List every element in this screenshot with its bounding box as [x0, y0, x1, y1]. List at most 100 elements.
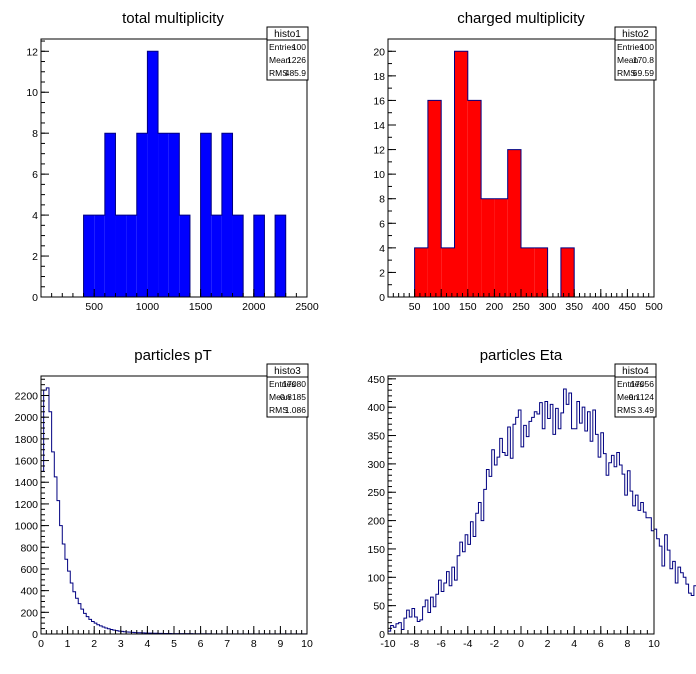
stats-key: Mean: [617, 392, 639, 402]
histogram-bar: [232, 215, 244, 297]
stats-box-name: histo3: [274, 366, 301, 377]
plot-frame: [40, 38, 308, 298]
x-tick-label: 6: [598, 638, 604, 650]
x-tick-label: 350: [565, 301, 583, 313]
x-tick-label: 9: [277, 638, 283, 650]
y-tick-label: 14: [373, 120, 385, 132]
histogram-bar: [126, 215, 137, 297]
x-tick-label: 200: [486, 301, 504, 313]
histogram-bar: [83, 215, 95, 297]
y-tick-label: 4: [32, 210, 38, 222]
stats-key: Entries: [617, 379, 643, 389]
histogram-bar: [481, 198, 495, 297]
x-tick-label: 10: [648, 638, 660, 650]
y-tick-label: 4: [379, 243, 385, 255]
stats-value: 1226: [287, 55, 306, 65]
x-tick-label: 7: [224, 638, 230, 650]
stats-box-name: histo2: [622, 29, 649, 40]
chart-pad-1: total multiplicity 500 1000 1500 2000 2500 0 2 4…: [26, 10, 319, 313]
x-tick-label: 50: [409, 301, 421, 313]
stats-box-name: histo1: [274, 29, 301, 40]
x-tick-label: 100: [432, 301, 450, 313]
stats-key: Entries: [269, 42, 295, 52]
chart-pad-3: particles pT 0 1 2 3 4 5 6 7 8 9 10 0 200 400 600 800 100…: [15, 347, 313, 650]
y-tick-label: 1200: [15, 499, 39, 511]
y-tick-label: 2000: [15, 412, 39, 424]
x-tick-label: 500: [85, 301, 103, 313]
chart-title: particles Eta: [480, 347, 563, 364]
y-tick-label: 12: [373, 145, 385, 157]
y-tick-label: 200: [20, 607, 38, 619]
x-tick-label: 1500: [189, 301, 213, 313]
histogram-bar: [211, 215, 222, 297]
y-tick-label: 8: [32, 128, 38, 140]
stats-value: 17056: [630, 379, 654, 389]
stats-value: -0.1124: [626, 392, 654, 402]
histogram-bar: [441, 247, 455, 297]
y-tick-label: 150: [367, 544, 385, 556]
y-tick-label: 450: [367, 374, 385, 386]
stats-value: 0.8185: [280, 392, 306, 402]
x-tick-label: 8: [251, 638, 257, 650]
x-tick-label: 2000: [242, 301, 266, 313]
histogram-bar: [454, 51, 468, 298]
x-tick-label: 5: [171, 638, 177, 650]
x-tick-label: 400: [592, 301, 610, 313]
y-tick-label: 1400: [15, 477, 39, 489]
x-tick-label: -10: [380, 638, 395, 650]
y-tick-label: 1800: [15, 434, 39, 446]
y-tick-label: 0: [379, 629, 385, 641]
stats-key: Mean: [617, 55, 639, 65]
histogram-bar: [521, 247, 535, 297]
y-tick-label: 600: [20, 564, 38, 576]
stats-box-frame: [266, 363, 309, 418]
histogram-bar: [158, 133, 169, 297]
stats-value: 100: [292, 42, 306, 52]
histogram-bar: [136, 133, 148, 297]
histogram-outline: [41, 50, 307, 298]
y-tick-label: 2: [32, 251, 38, 263]
histogram-bar: [507, 149, 521, 297]
x-tick-label: 0: [518, 638, 524, 650]
histogram-bar: [179, 215, 190, 297]
stats-value: 3.49: [637, 405, 654, 415]
y-tick-label: 200: [367, 516, 385, 528]
y-tick-label: 8: [379, 194, 385, 206]
stats-key: RMS: [617, 405, 636, 415]
histogram-bar: [94, 215, 105, 297]
x-tick-label: 1: [65, 638, 71, 650]
y-tick-label: 6: [32, 169, 38, 181]
x-tick-label: 10: [301, 638, 313, 650]
y-tick-label: 400: [20, 586, 38, 598]
histogram-bar: [200, 133, 212, 297]
x-tick-label: 2: [545, 638, 551, 650]
stats-value: 17080: [282, 379, 306, 389]
y-tick-label: 100: [367, 572, 385, 584]
stats-box-name: histo4: [622, 366, 649, 377]
histogram-bar: [275, 215, 286, 297]
y-tick-label: 12: [26, 46, 38, 58]
x-tick-label: 4: [144, 638, 150, 650]
x-tick-label: 4: [571, 638, 577, 650]
x-tick-label: -6: [437, 638, 446, 650]
y-tick-label: 10: [373, 169, 385, 181]
y-tick-label: 50: [373, 601, 385, 613]
histogram-bar: [494, 198, 508, 297]
y-tick-label: 10: [26, 87, 38, 99]
x-tick-label: 300: [539, 301, 557, 313]
y-tick-label: 400: [367, 402, 385, 414]
y-tick-label: 20: [373, 46, 385, 58]
stats-key: RMS: [617, 68, 636, 78]
y-tick-label: 300: [367, 459, 385, 471]
histogram-line: [40, 387, 307, 635]
histogram-bar: [467, 100, 482, 297]
x-tick-label: 500: [645, 301, 663, 313]
stats-value: 170.8: [633, 55, 655, 65]
stats-box-frame: [614, 26, 657, 81]
y-tick-label: 0: [32, 629, 38, 641]
x-tick-label: 6: [198, 638, 204, 650]
stats-value: 69.59: [633, 68, 655, 78]
